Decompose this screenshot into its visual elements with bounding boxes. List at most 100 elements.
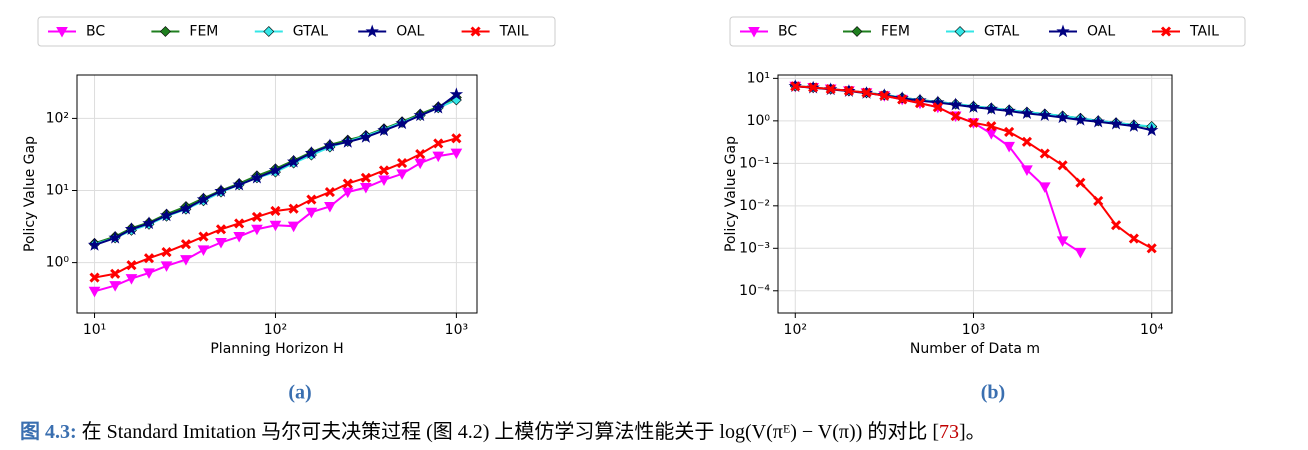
point: [1004, 126, 1015, 137]
point: [342, 178, 353, 189]
point: [1145, 123, 1159, 136]
point: [179, 201, 193, 215]
y-tick-label: 10⁰: [747, 113, 771, 129]
x-tick-label: 10³: [445, 322, 468, 338]
point: [948, 97, 963, 111]
point: [109, 281, 121, 292]
legend-marker: [365, 24, 379, 38]
point: [161, 247, 172, 258]
point: [432, 151, 445, 163]
point: [968, 117, 979, 128]
point: [232, 177, 246, 191]
point: [1127, 119, 1141, 132]
x-tick-label: 10²: [784, 322, 807, 338]
point: [1038, 108, 1052, 121]
point: [378, 165, 390, 176]
legend-label: TAIL: [1189, 24, 1219, 40]
legend-marker: [748, 27, 760, 38]
point: [143, 268, 155, 279]
point: [397, 158, 408, 169]
y-tick-label: 10⁻²: [739, 198, 770, 214]
point: [287, 221, 300, 233]
point: [984, 101, 998, 115]
point: [268, 163, 283, 177]
point: [931, 95, 945, 109]
y-tick-label: 10⁻³: [739, 240, 770, 256]
point: [1055, 110, 1070, 124]
subcaption: (b): [981, 382, 1005, 404]
legend-label: TAIL: [499, 24, 529, 40]
point: [251, 224, 263, 236]
plot-area: [77, 75, 477, 313]
point: [843, 85, 854, 96]
legend-marker: [159, 26, 171, 37]
point: [215, 224, 227, 235]
point: [1074, 247, 1087, 259]
point: [286, 154, 301, 168]
point: [359, 130, 373, 143]
legend-marker: [56, 27, 68, 38]
point: [305, 207, 318, 219]
caption-ref[interactable]: 73: [939, 421, 959, 443]
point: [142, 216, 156, 230]
point: [377, 123, 391, 137]
caption: 图 4.3: 在 Standard Imitation 马尔可夫决策过程 (图 …: [20, 420, 986, 443]
point: [159, 208, 174, 222]
caption-end: ]。: [959, 421, 986, 443]
point: [378, 175, 390, 187]
legend-marker: [954, 26, 966, 37]
point: [396, 169, 408, 180]
plot-frame: [777, 74, 1173, 314]
legend-label: FEM: [189, 24, 218, 40]
y-tick-label: 10²: [46, 110, 69, 126]
point: [233, 232, 246, 243]
point: [414, 158, 427, 170]
point: [341, 135, 355, 148]
point: [415, 149, 426, 160]
y-axis-label: Policy Value Gap: [723, 136, 739, 252]
caption-label: 图 4.3:: [20, 420, 77, 443]
point: [251, 211, 262, 222]
point: [341, 187, 354, 199]
legend-label: OAL: [396, 24, 424, 40]
point: [110, 268, 121, 279]
point: [196, 192, 211, 206]
point: [125, 274, 138, 285]
point: [451, 133, 462, 144]
point: [1109, 116, 1123, 130]
point: [360, 172, 371, 183]
point: [180, 255, 192, 266]
point: [324, 187, 335, 198]
point: [288, 203, 299, 214]
point: [197, 245, 210, 256]
y-axis-label: Policy Value Gap: [22, 136, 38, 252]
point: [323, 138, 337, 152]
y-tick-label: 10¹: [747, 70, 770, 86]
point: [1039, 148, 1050, 159]
point: [126, 260, 137, 271]
point: [304, 146, 319, 159]
point: [1056, 236, 1069, 247]
point: [1038, 182, 1051, 193]
point: [825, 84, 836, 95]
y-tick-label: 10¹: [46, 183, 69, 199]
legend-marker: [1160, 26, 1172, 37]
legend-label: GTAL: [293, 24, 328, 40]
point: [250, 170, 264, 184]
point: [1002, 104, 1016, 117]
x-tick-label: 10³: [962, 322, 985, 338]
legend-label: BC: [86, 24, 105, 40]
legend-label: BC: [778, 24, 797, 40]
point: [808, 82, 819, 93]
subcaption: (a): [288, 382, 311, 404]
legend-box: [37, 16, 556, 47]
point: [861, 87, 872, 98]
point: [270, 205, 281, 217]
plot-area: [778, 75, 1172, 313]
point: [214, 184, 228, 197]
point: [143, 253, 155, 264]
point: [124, 222, 139, 235]
point: [360, 183, 372, 194]
x-tick-label: 10⁴: [1140, 322, 1164, 338]
legend-label: OAL: [1087, 24, 1115, 40]
